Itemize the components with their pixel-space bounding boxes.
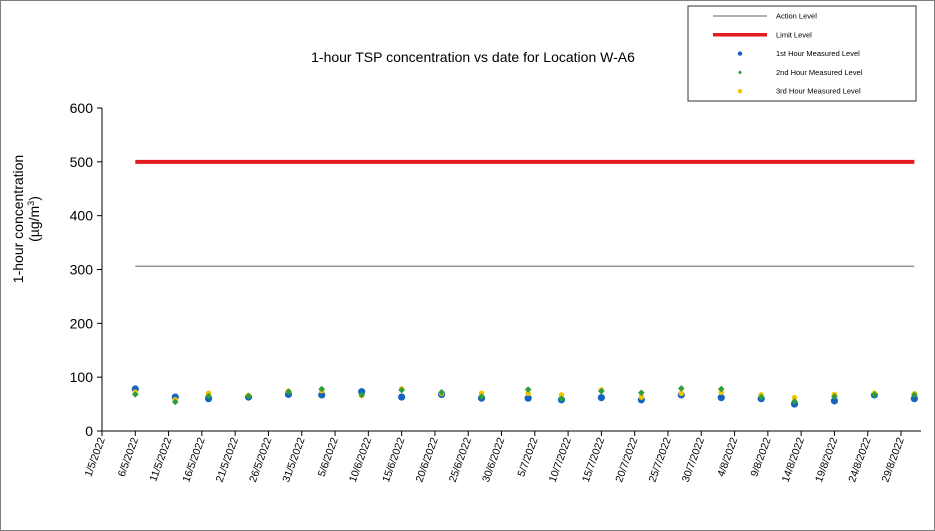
x-tick-label: 1/5/2022 xyxy=(83,436,108,479)
data-point xyxy=(638,394,645,400)
legend-label: 3rd Hour Measured Level xyxy=(776,87,861,96)
x-tick-label: 15/6/2022 xyxy=(380,436,407,484)
data-point xyxy=(598,387,605,395)
data-point xyxy=(524,394,532,402)
y-tick-label: 100 xyxy=(70,369,94,385)
y-tick-label: 200 xyxy=(70,315,94,331)
legend-label: 2nd Hour Measured Level xyxy=(776,68,863,77)
legend-label: 1st Hour Measured Level xyxy=(776,49,860,58)
legend-item: Action Level xyxy=(713,12,817,21)
data-point xyxy=(525,390,531,397)
x-tick-label: 4/8/2022 xyxy=(715,436,740,479)
x-tick-label: 20/6/2022 xyxy=(413,436,440,484)
y-axis-label: 1-hour concentration (µg/m3) xyxy=(10,155,42,283)
legend-swatch xyxy=(737,89,743,94)
data-point xyxy=(398,386,405,394)
y-axis-label-line2: (µg/m3) xyxy=(26,196,42,242)
data-point xyxy=(245,392,252,400)
data-point xyxy=(558,392,565,398)
data-point xyxy=(791,394,798,401)
x-tick-label: 16/5/2022 xyxy=(180,436,207,484)
y-tick-label: 500 xyxy=(70,154,94,170)
data-point xyxy=(438,388,445,396)
x-tick-label: 19/8/2022 xyxy=(813,436,840,484)
data-point xyxy=(831,393,838,400)
data-point xyxy=(398,393,406,401)
data-point xyxy=(478,393,485,400)
x-tick-label: 5/7/2022 xyxy=(515,436,540,479)
y-tick-label: 600 xyxy=(70,100,94,116)
data-point xyxy=(318,385,326,393)
data-point xyxy=(597,394,605,402)
data-point xyxy=(638,389,645,397)
y-axis-label-prefix: (µg/m xyxy=(26,206,42,242)
x-tick-label: 25/7/2022 xyxy=(647,436,674,484)
data-point xyxy=(678,390,685,397)
data-point xyxy=(205,392,212,400)
data-point xyxy=(871,391,878,398)
data-points xyxy=(131,385,918,408)
data-point xyxy=(717,394,725,402)
data-point xyxy=(757,393,765,401)
data-point xyxy=(717,385,725,393)
reference-lines xyxy=(135,159,915,267)
x-tick-label: 10/6/2022 xyxy=(347,436,374,484)
legend-label: Limit Level xyxy=(776,30,812,39)
x-tick-label: 30/6/2022 xyxy=(480,436,507,484)
y-tick-label: 0 xyxy=(85,423,93,439)
legend-item: Limit Level xyxy=(713,30,812,39)
data-point xyxy=(318,391,326,399)
data-point xyxy=(171,398,179,406)
x-tick-label: 25/6/2022 xyxy=(447,436,474,484)
y-tick-label: 400 xyxy=(70,208,94,224)
x-tick-label: 29/8/2022 xyxy=(880,436,907,484)
x-tick-label: 24/8/2022 xyxy=(846,436,873,484)
legend-box xyxy=(687,5,917,102)
data-point xyxy=(830,397,839,405)
x-tick-label: 26/5/2022 xyxy=(247,436,274,484)
x-tick-label: 10/7/2022 xyxy=(547,436,574,484)
x-tick-label: 21/5/2022 xyxy=(214,436,241,484)
x-tick-label: 30/7/2022 xyxy=(680,436,707,484)
data-point xyxy=(524,386,532,393)
legend-label: Action Level xyxy=(776,12,817,21)
legend-item: 2nd Hour Measured Level xyxy=(738,68,863,77)
legend: Action Level Limit Level 1st Hour Measured… xyxy=(687,5,917,102)
legend-item: 1st Hour Measured Level xyxy=(737,49,860,58)
legend-item: 3rd Hour Measured Level xyxy=(737,87,861,96)
legend-swatch xyxy=(737,51,743,56)
x-tick-label: 15/7/2022 xyxy=(580,436,607,484)
x-tick-label: 9/8/2022 xyxy=(748,436,773,479)
x-tick-label: 31/5/2022 xyxy=(280,436,307,484)
data-point xyxy=(358,391,365,399)
data-point xyxy=(791,398,798,405)
chart-title: 1-hour TSP concentration vs date for Loc… xyxy=(311,49,635,65)
series-2 xyxy=(131,385,918,406)
y-axis-label-sup: 3 xyxy=(26,201,36,206)
y-axis-label-suffix: ) xyxy=(26,196,42,201)
data-point xyxy=(677,385,685,392)
x-tick-label: 14/8/2022 xyxy=(780,436,807,484)
axes: 0 100 200 300 400 500 600 1/5/2022 6/5/2022 11/5/… xyxy=(70,100,921,484)
data-point xyxy=(131,391,139,398)
legend-swatch xyxy=(738,70,742,75)
x-tick-label: 20/7/2022 xyxy=(613,436,640,484)
x-tick-label: 5/6/2022 xyxy=(316,436,341,479)
data-point xyxy=(911,391,918,399)
data-point xyxy=(285,388,292,396)
x-tick-label: 11/5/2022 xyxy=(147,436,174,483)
y-axis-label-line1: 1-hour concentration xyxy=(10,155,26,283)
y-tick-label: 300 xyxy=(70,262,94,278)
data-point xyxy=(910,395,918,403)
data-point xyxy=(558,395,565,402)
x-tick-label: 6/5/2022 xyxy=(116,436,141,479)
